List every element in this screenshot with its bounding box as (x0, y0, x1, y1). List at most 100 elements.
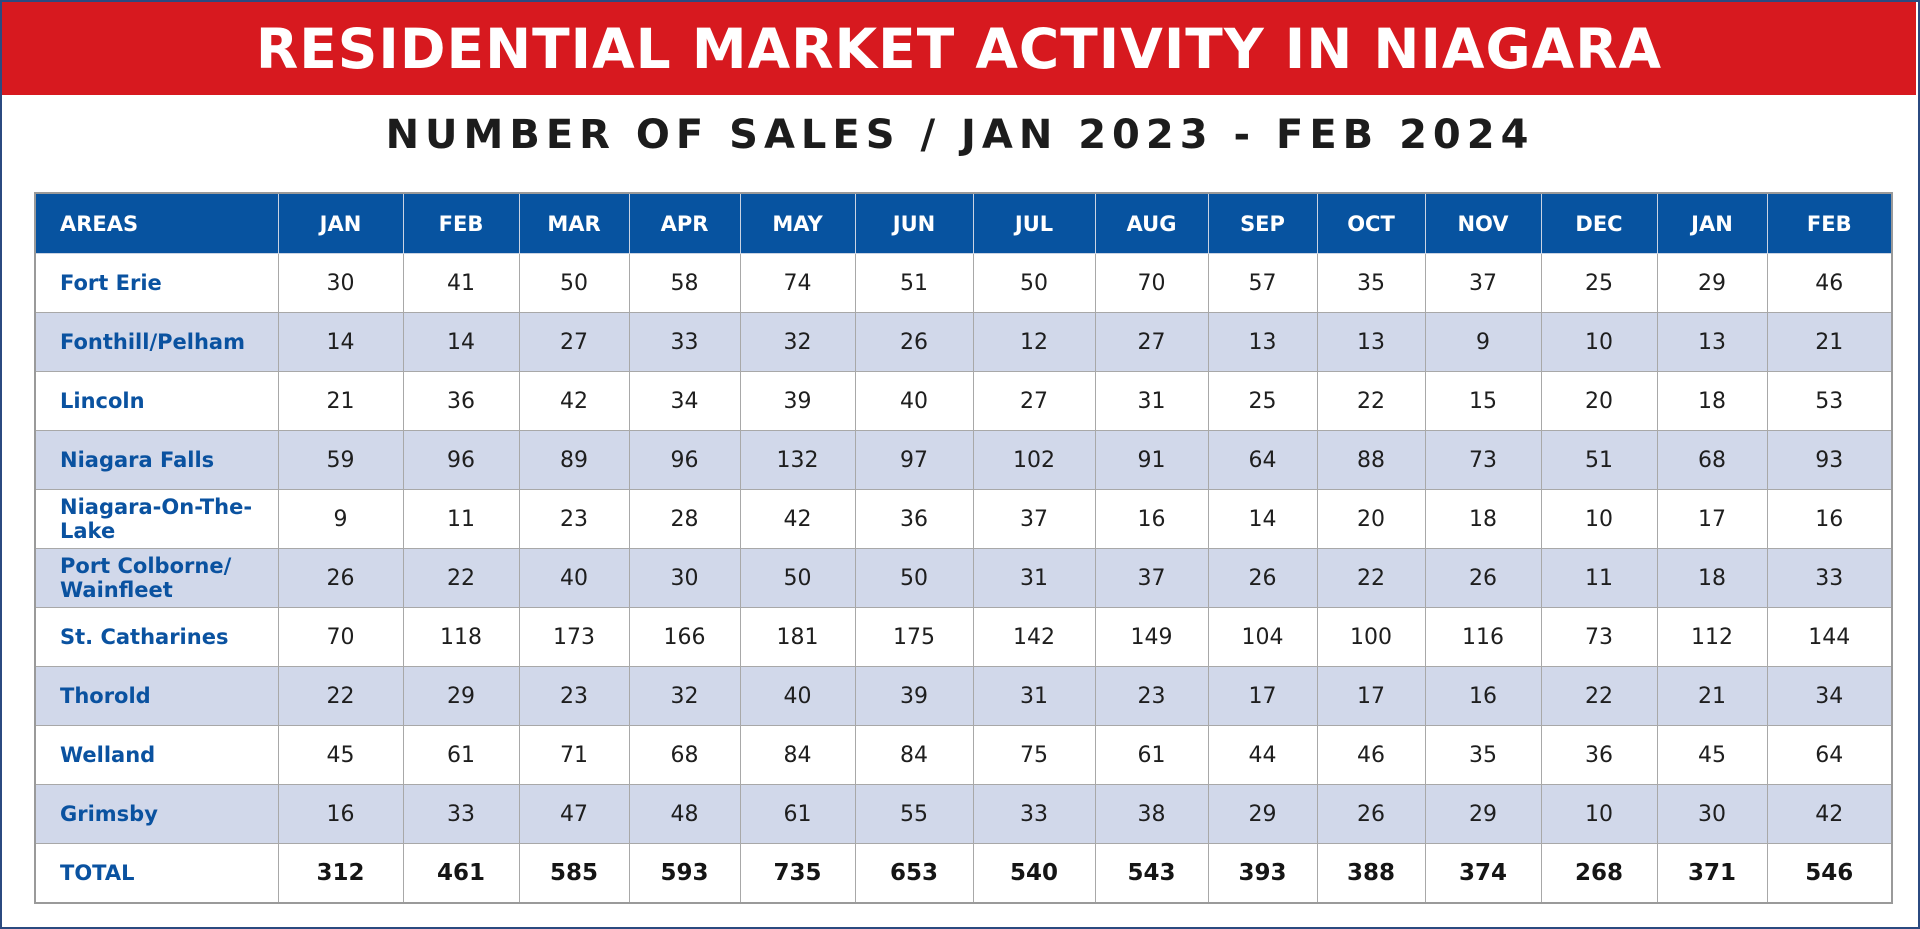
sales-value-cell: 20 (1540, 371, 1658, 431)
sales-value-cell: 96 (402, 430, 520, 490)
sales-table: AREAS JAN FEB MAR APR MAY JUN JUL AUG SEP OCT NOV D… (34, 192, 1893, 904)
sales-value-cell: 21 (1766, 312, 1893, 372)
sales-value-cell: 12 (972, 312, 1096, 372)
sales-value-cell: 15 (1424, 371, 1542, 431)
column-header-feb-13: FEB (1766, 192, 1893, 254)
sales-value-cell: 74 (739, 253, 856, 313)
sales-value-cell: 22 (1316, 548, 1426, 608)
sales-value-cell: 70 (277, 607, 404, 667)
sales-value-cell: 132 (739, 430, 856, 490)
sales-value-cell: 51 (1540, 430, 1658, 490)
sales-value-cell: 55 (854, 784, 974, 844)
sales-value-cell: 23 (518, 489, 630, 549)
sales-value-cell: 13 (1656, 312, 1768, 372)
sales-value-cell: 10 (1540, 312, 1658, 372)
sales-value-cell: 41 (402, 253, 520, 313)
sales-value-cell: 116 (1424, 607, 1542, 667)
header-row: AREAS JAN FEB MAR APR MAY JUN JUL AUG SEP OCT NOV D… (34, 192, 1893, 254)
sales-value-cell: 25 (1540, 253, 1658, 313)
sales-value-cell: 31 (1094, 371, 1209, 431)
sales-value-cell: 100 (1316, 607, 1426, 667)
sales-value-cell: 64 (1766, 725, 1893, 785)
sales-value-cell: 585 (518, 843, 630, 904)
sales-value-cell: 51 (854, 253, 974, 313)
sales-value-cell: 31 (972, 666, 1096, 726)
sales-value-cell: 34 (628, 371, 741, 431)
sales-value-cell: 46 (1316, 725, 1426, 785)
column-header-sep-8: SEP (1207, 192, 1318, 254)
sales-value-cell: 735 (739, 843, 856, 904)
sales-value-cell: 16 (1094, 489, 1209, 549)
sales-value-cell: 46 (1766, 253, 1893, 313)
sales-value-cell: 37 (1094, 548, 1209, 608)
sales-value-cell: 71 (518, 725, 630, 785)
sales-value-cell: 73 (1540, 607, 1658, 667)
sales-value-cell: 26 (277, 548, 404, 608)
sales-value-cell: 13 (1207, 312, 1318, 372)
sales-value-cell: 61 (402, 725, 520, 785)
sales-value-cell: 33 (1766, 548, 1893, 608)
sales-value-cell: 68 (1656, 430, 1768, 490)
table-row: St. Catharines 70 118 173 166 181 175 142 149 104… (34, 607, 1893, 667)
sales-value-cell: 96 (628, 430, 741, 490)
sales-value-cell: 26 (1424, 548, 1542, 608)
sales-value-cell: 13 (1316, 312, 1426, 372)
sales-value-cell: 17 (1316, 666, 1426, 726)
sales-value-cell: 45 (1656, 725, 1768, 785)
sales-value-cell: 33 (628, 312, 741, 372)
sales-value-cell: 26 (1207, 548, 1318, 608)
sales-value-cell: 112 (1656, 607, 1768, 667)
column-header-jan-0: JAN (277, 192, 404, 254)
sales-value-cell: 70 (1094, 253, 1209, 313)
sales-value-cell: 29 (1656, 253, 1768, 313)
sales-value-cell: 30 (628, 548, 741, 608)
area-label: Grimsby (34, 784, 279, 844)
sales-value-cell: 36 (1540, 725, 1658, 785)
sales-value-cell: 53 (1766, 371, 1893, 431)
sales-value-cell: 22 (402, 548, 520, 608)
sales-value-cell: 312 (277, 843, 404, 904)
column-header-apr-3: APR (628, 192, 741, 254)
sales-value-cell: 593 (628, 843, 741, 904)
sales-value-cell: 102 (972, 430, 1096, 490)
sales-value-cell: 17 (1207, 666, 1318, 726)
table-row: Thorold 22 29 23 32 40 39 31 23 17 17 16 22 21 34 (34, 666, 1893, 726)
sales-value-cell: 57 (1207, 253, 1318, 313)
sales-value-cell: 40 (854, 371, 974, 431)
sales-value-cell: 40 (518, 548, 630, 608)
sales-value-cell: 45 (277, 725, 404, 785)
sales-value-cell: 16 (277, 784, 404, 844)
column-header-dec-11: DEC (1540, 192, 1658, 254)
sales-value-cell: 32 (739, 312, 856, 372)
sales-value-cell: 48 (628, 784, 741, 844)
sales-value-cell: 42 (739, 489, 856, 549)
sales-value-cell: 546 (1766, 843, 1893, 904)
sales-value-cell: 18 (1656, 371, 1768, 431)
area-label: Fort Erie (34, 253, 279, 313)
sales-value-cell: 26 (1316, 784, 1426, 844)
table-subtitle: NUMBER OF SALES / JAN 2023 - FEB 2024 (385, 112, 1535, 158)
sales-value-cell: 14 (277, 312, 404, 372)
sales-value-cell: 23 (1094, 666, 1209, 726)
column-header-jun-5: JUN (854, 192, 974, 254)
sales-value-cell: 88 (1316, 430, 1426, 490)
sales-value-cell: 175 (854, 607, 974, 667)
sales-value-cell: 9 (1424, 312, 1542, 372)
sales-value-cell: 30 (1656, 784, 1768, 844)
sales-value-cell: 29 (1424, 784, 1542, 844)
area-label: Fonthill/Pelham (34, 312, 279, 372)
column-header-jul-6: JUL (972, 192, 1096, 254)
sales-value-cell: 32 (628, 666, 741, 726)
sales-value-cell: 64 (1207, 430, 1318, 490)
sales-value-cell: 84 (854, 725, 974, 785)
sales-value-cell: 388 (1316, 843, 1426, 904)
sales-value-cell: 50 (518, 253, 630, 313)
sales-value-cell: 10 (1540, 489, 1658, 549)
sales-value-cell: 20 (1316, 489, 1426, 549)
sales-value-cell: 39 (854, 666, 974, 726)
sales-value-cell: 17 (1656, 489, 1768, 549)
area-label: Thorold (34, 666, 279, 726)
sales-value-cell: 89 (518, 430, 630, 490)
sales-value-cell: 50 (972, 253, 1096, 313)
table-body: Fort Erie 30 41 50 58 74 51 50 70 57 35 37 25 29 46 Fon… (34, 253, 1893, 904)
